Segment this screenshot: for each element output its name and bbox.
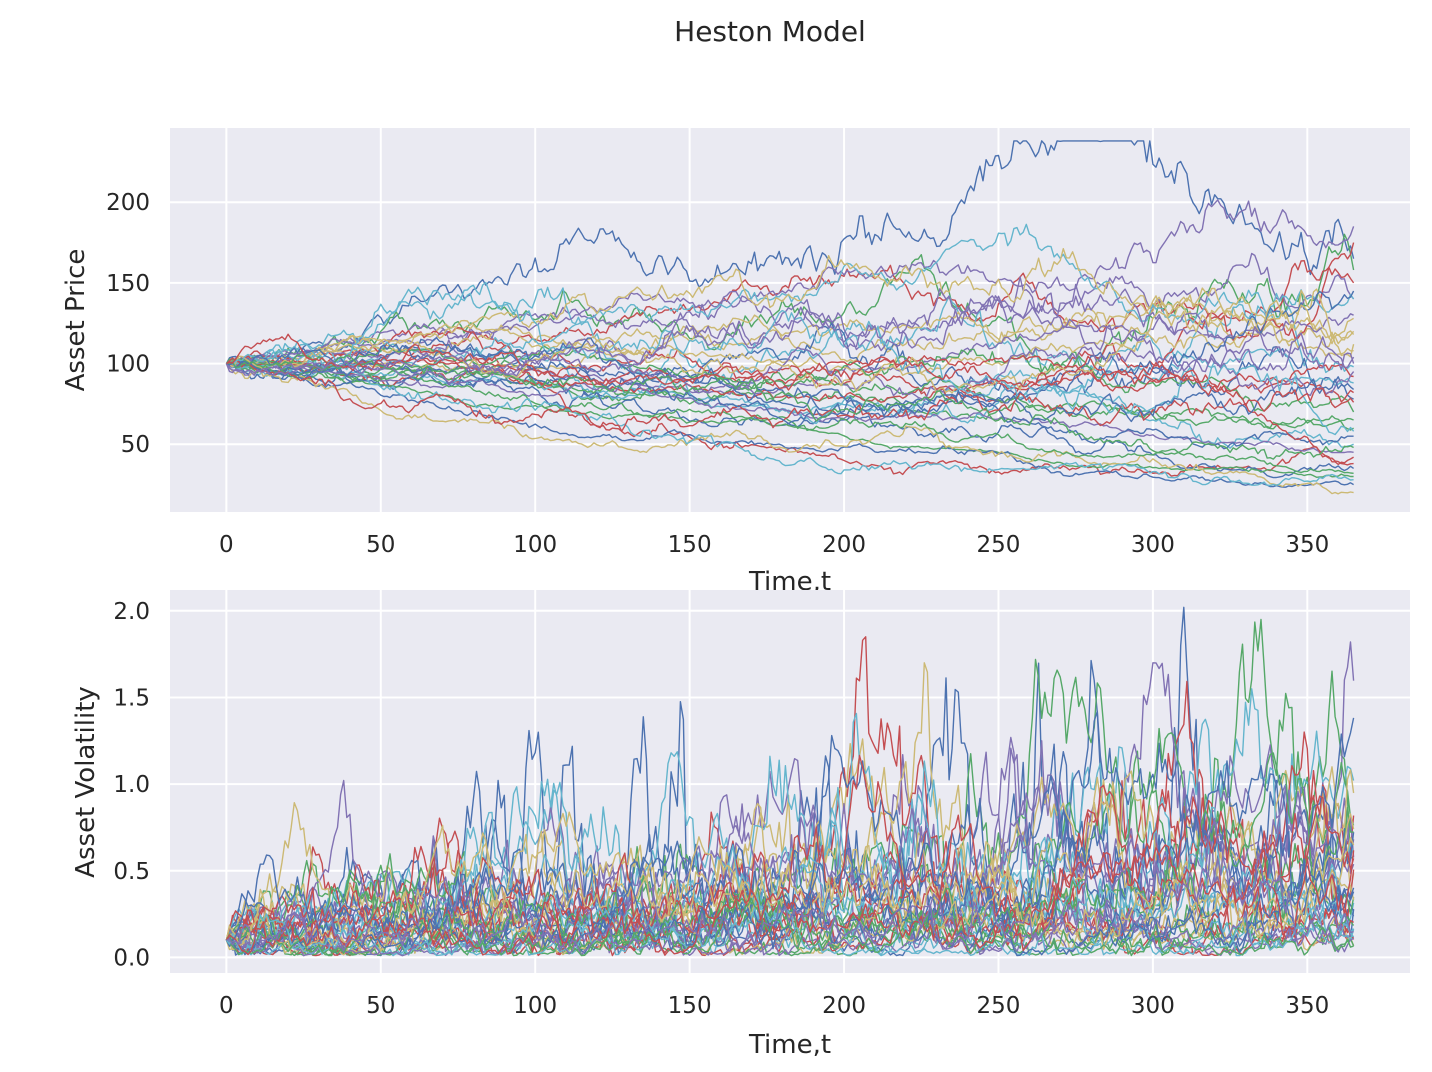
volatility-x-tick-labels: 0 50 100 150 200 250 300 350 xyxy=(219,993,1329,1019)
figure-title: Heston Model xyxy=(674,15,866,48)
vol-path-34 xyxy=(226,893,1354,957)
x-tick-label: 100 xyxy=(513,993,557,1019)
vol-path-39 xyxy=(225,784,1355,956)
y-tick-label: 100 xyxy=(106,352,150,378)
x-tick-label: 300 xyxy=(1131,993,1175,1019)
x-tick-label: 250 xyxy=(977,993,1021,1019)
volatility-y-tick-labels: 0.0 0.5 1.0 1.5 2.0 xyxy=(113,599,150,972)
price-plot-area xyxy=(170,128,1410,512)
volatility-paths xyxy=(225,606,1355,957)
volatility-chart: 0 50 100 150 200 250 300 350 0.0 0.5 1.0 1.5 2.0 Ti… xyxy=(71,590,1410,1060)
price-path-14 xyxy=(226,361,1354,478)
price-path-19 xyxy=(226,361,1354,488)
price-path-40 xyxy=(225,288,1355,376)
price-path-30 xyxy=(226,349,1354,487)
x-tick-label: 250 xyxy=(977,532,1021,558)
y-tick-label: 0.0 xyxy=(113,945,150,971)
vol-path-19 xyxy=(225,717,1355,949)
price-path-31 xyxy=(226,290,1355,416)
volatility-x-axis-label: Time,t xyxy=(748,1030,831,1060)
x-tick-label: 300 xyxy=(1131,532,1175,558)
x-tick-label: 100 xyxy=(513,532,557,558)
vol-path-35 xyxy=(225,813,1355,954)
price-path-29 xyxy=(225,248,1354,371)
x-tick-label: 200 xyxy=(822,532,866,558)
y-tick-label: 1.5 xyxy=(113,685,150,711)
vol-path-30 xyxy=(225,837,1355,957)
price-y-tick-labels: 50 100 150 200 xyxy=(106,190,150,458)
price-path-22 xyxy=(226,360,1354,454)
x-tick-label: 350 xyxy=(1285,993,1329,1019)
price-path-1 xyxy=(226,140,1355,365)
price-path-26 xyxy=(226,358,1354,474)
price-path-28 xyxy=(225,276,1355,377)
price-path-13 xyxy=(226,358,1354,479)
price-path-23 xyxy=(225,363,1354,495)
price-path-15 xyxy=(226,242,1355,404)
vol-path-38 xyxy=(225,853,1354,957)
x-tick-label: 150 xyxy=(668,532,712,558)
price-path-32 xyxy=(225,345,1354,429)
price-y-axis-label: Asset Price xyxy=(61,249,91,392)
y-tick-label: 1.0 xyxy=(113,772,150,798)
x-tick-label: 200 xyxy=(822,993,866,1019)
vol-path-37 xyxy=(226,854,1355,957)
vol-path-40 xyxy=(226,820,1354,955)
x-tick-label: 0 xyxy=(219,993,234,1019)
x-tick-label: 50 xyxy=(366,532,395,558)
y-tick-label: 0.5 xyxy=(113,859,150,885)
price-path-6 xyxy=(225,286,1354,381)
x-tick-label: 350 xyxy=(1285,532,1329,558)
vol-path-32 xyxy=(225,752,1354,949)
vol-path-12 xyxy=(225,778,1355,956)
vol-path-26 xyxy=(225,906,1355,957)
price-path-38 xyxy=(226,354,1354,460)
y-tick-label: 2.0 xyxy=(113,599,150,625)
vol-path-29 xyxy=(225,776,1355,949)
y-tick-label: 50 xyxy=(121,432,150,458)
price-paths xyxy=(225,140,1355,495)
price-x-tick-labels: 0 50 100 150 200 250 300 350 xyxy=(219,532,1329,558)
price-path-4 xyxy=(225,252,1355,365)
price-path-37 xyxy=(226,337,1355,425)
x-tick-label: 0 xyxy=(219,532,234,558)
price-path-33 xyxy=(225,357,1354,466)
price-path-20 xyxy=(225,348,1355,413)
price-path-17 xyxy=(226,323,1354,381)
volatility-y-axis-label: Asset Volatility xyxy=(71,686,101,878)
x-tick-label: 50 xyxy=(366,993,395,1019)
price-path-24 xyxy=(226,223,1355,371)
x-tick-label: 150 xyxy=(668,993,712,1019)
y-tick-label: 200 xyxy=(106,190,150,216)
y-tick-label: 150 xyxy=(106,271,150,297)
price-path-39 xyxy=(226,333,1355,412)
